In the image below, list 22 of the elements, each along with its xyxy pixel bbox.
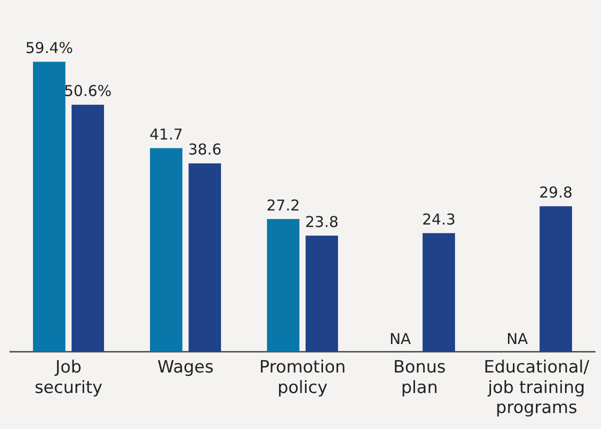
data-label: 23.8 [305, 212, 339, 231]
data-label: 59.4% [25, 39, 74, 58]
data-label: 24.3 [422, 210, 456, 229]
x-tick-label: Bonus plan [393, 357, 446, 398]
bar [306, 236, 338, 352]
bar [540, 206, 572, 352]
bar [266, 218, 300, 352]
x-tick-label: Promotion policy [259, 357, 346, 398]
data-label: 41.7 [149, 126, 183, 144]
data-label: 38.6 [188, 140, 222, 159]
x-tick-label: Wages [157, 357, 214, 378]
x-tick-label: Job security [34, 357, 102, 398]
bar [72, 104, 104, 352]
x-tick-label: Educational/ job training programs [484, 357, 590, 418]
bar [32, 62, 66, 352]
bar [188, 163, 222, 352]
data-label: 29.8 [539, 184, 573, 202]
bar [422, 233, 456, 352]
bar [150, 148, 182, 352]
data-label: 27.2 [266, 196, 300, 214]
text: NA [506, 330, 528, 348]
text: NA [389, 330, 411, 348]
